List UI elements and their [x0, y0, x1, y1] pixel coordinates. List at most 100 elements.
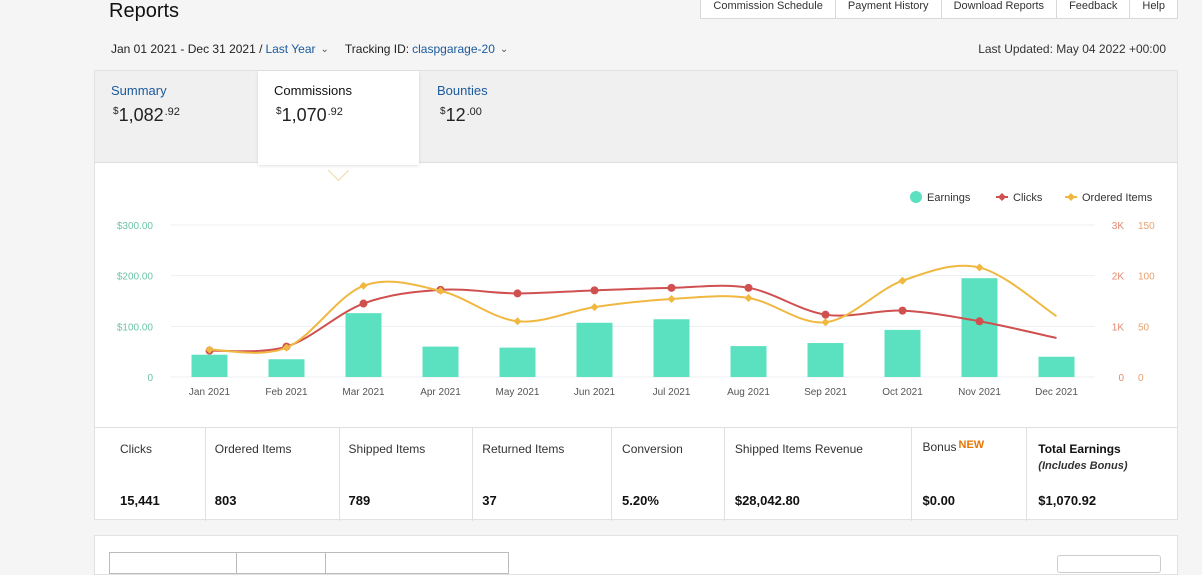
legend-label: Clicks [1013, 192, 1043, 204]
x-tick-label: Jan 2021 [189, 387, 231, 398]
stat-value: 789 [348, 493, 371, 508]
kpi-summary-amount: 1,082 [118, 105, 164, 125]
stat-value: 803 [214, 493, 237, 508]
legend-clicks-marker [998, 193, 1006, 201]
ordered-items-point [282, 343, 291, 352]
ordered-items-point [975, 263, 984, 272]
details-tab[interactable] [109, 552, 237, 574]
y-right-clicks-tick: 3K [1112, 221, 1125, 232]
tab-feedback[interactable]: Feedback [1056, 0, 1131, 19]
y-right-clicks-tick: 2K [1112, 272, 1125, 283]
ordered-items-point [436, 286, 445, 295]
y-right-orders-tick: 50 [1138, 322, 1150, 333]
x-tick-label: Apr 2021 [420, 387, 461, 398]
kpi-bounties-amount: 12 [445, 105, 466, 125]
x-tick-label: Sep 2021 [804, 387, 847, 398]
legend-label: Earnings [927, 192, 971, 204]
clicks-point [975, 317, 984, 326]
earnings-bar [576, 322, 613, 377]
stat-ordered-items: Ordered Items 803 [206, 428, 340, 521]
stat-sublabel: (Includes Bonus) [1038, 460, 1128, 472]
legend-orders-marker [1067, 193, 1075, 201]
stat-value: 5.20% [622, 493, 659, 508]
stat-label: Total Earnings [1038, 442, 1121, 456]
clicks-line [205, 283, 1057, 355]
y-right-clicks-tick: 0 [1118, 373, 1124, 384]
y-right-orders-tick: 150 [1138, 221, 1155, 232]
clicks-point [590, 286, 599, 295]
earnings-bar [345, 313, 382, 377]
stat-label: Returned Items [482, 442, 565, 456]
tracking-id-label: Tracking ID: [344, 42, 410, 56]
y-left-tick: $300.00 [117, 221, 154, 232]
tracking-id-dropdown[interactable]: claspgarage-20 [412, 42, 495, 56]
earnings-bar [653, 319, 690, 377]
tab-help[interactable]: Help [1129, 0, 1178, 19]
stat-conversion: Conversion 5.20% [612, 428, 725, 521]
kpi-commissions-label: Commissions [274, 83, 353, 98]
filter-row: Jan 01 2021 - Dec 31 2021 / Last Year ⌄ … [111, 42, 508, 56]
stat-label: Shipped Items [348, 442, 426, 456]
summary-panel: Summary $1,082.92 Bounties $12.00 Commis… [94, 70, 1178, 521]
chevron-down-icon[interactable]: ⌄ [320, 43, 329, 55]
earnings-chart: Earnings Clicks Ordered Items 0 0 0 $100.00 1K… [117, 191, 1155, 398]
earnings-bar [268, 359, 305, 377]
stat-shipped-revenue: Shipped Items Revenue $28,042.80 [725, 428, 912, 521]
stat-returned-items: Returned Items 37 [473, 428, 613, 521]
clicks-point [359, 299, 368, 308]
kpi-commissions[interactable]: Commissions $1,070.92 [258, 71, 419, 165]
x-tick-label: Jun 2021 [574, 387, 616, 398]
details-button[interactable] [1057, 555, 1161, 573]
kpi-bounties-cents: .00 [466, 106, 482, 118]
ordered-items-point [359, 281, 368, 290]
x-tick-label: May 2021 [496, 387, 540, 398]
legend-label: Ordered Items [1082, 192, 1153, 204]
clicks-point [821, 310, 830, 319]
chevron-down-icon[interactable]: ⌄ [499, 43, 509, 55]
ordered-items-series-line [209, 264, 1058, 354]
ordered-items-point [513, 317, 522, 326]
earnings-bar [884, 329, 921, 377]
earnings-bar [807, 343, 844, 377]
kpi-summary-label[interactable]: Summary [111, 83, 167, 98]
earnings-bar [1038, 356, 1075, 377]
x-tick-label: Oct 2021 [882, 387, 923, 398]
earnings-bar [422, 346, 459, 377]
currency-symbol: $ [440, 106, 446, 117]
tab-download-reports[interactable]: Download Reports [940, 0, 1058, 19]
stat-total-earnings: Total Earnings (Includes Bonus) $1,070.92 [1027, 428, 1177, 521]
earnings-bar [499, 347, 536, 377]
kpi-bounties[interactable]: Bounties $12.00 [437, 71, 587, 162]
clicks-point [744, 283, 753, 292]
chart-grid: 0 0 0 $100.00 1K 50 $200.00 2K 100 $300.00 3K 150 [117, 221, 1155, 384]
clicks-point [898, 306, 907, 315]
kpi-summary[interactable]: Summary $1,082.92 [111, 71, 261, 162]
kpi-summary-cents: .92 [164, 106, 180, 118]
currency-symbol: $ [113, 106, 119, 117]
stat-bonus: Bonus NEW $0.00 [912, 428, 1028, 521]
stat-shipped-items: Shipped Items 789 [340, 428, 474, 521]
kpi-commissions-amount: 1,070 [281, 105, 327, 125]
tab-payment-history[interactable]: Payment History [834, 0, 942, 19]
stat-label: Clicks [120, 442, 152, 456]
stat-label: Conversion [622, 442, 683, 456]
tab-commission-schedule[interactable]: Commission Schedule [700, 0, 836, 19]
currency-symbol: $ [276, 106, 282, 117]
last-updated: Last Updated: May 04 2022 +00:00 [978, 42, 1166, 56]
y-left-tick: $200.00 [117, 272, 154, 283]
new-badge: NEW [958, 439, 985, 451]
kpi-bounties-label[interactable]: Bounties [437, 83, 488, 98]
kpi-commissions-cents: .92 [327, 106, 343, 118]
x-tick-label: Mar 2021 [342, 387, 385, 398]
chart-legend: Earnings Clicks Ordered Items [910, 191, 1153, 204]
stat-label: Shipped Items Revenue [734, 442, 863, 456]
details-tab[interactable] [325, 552, 509, 574]
clicks-point [513, 289, 522, 298]
ordered-items-point [744, 293, 753, 302]
stat-clicks: Clicks 15,441 [95, 428, 206, 521]
details-tab[interactable] [236, 552, 326, 574]
y-right-clicks-tick: 1K [1112, 322, 1125, 333]
details-panel [94, 535, 1178, 575]
period-dropdown[interactable]: Last Year [265, 42, 316, 56]
ordered-items-point [898, 276, 907, 285]
